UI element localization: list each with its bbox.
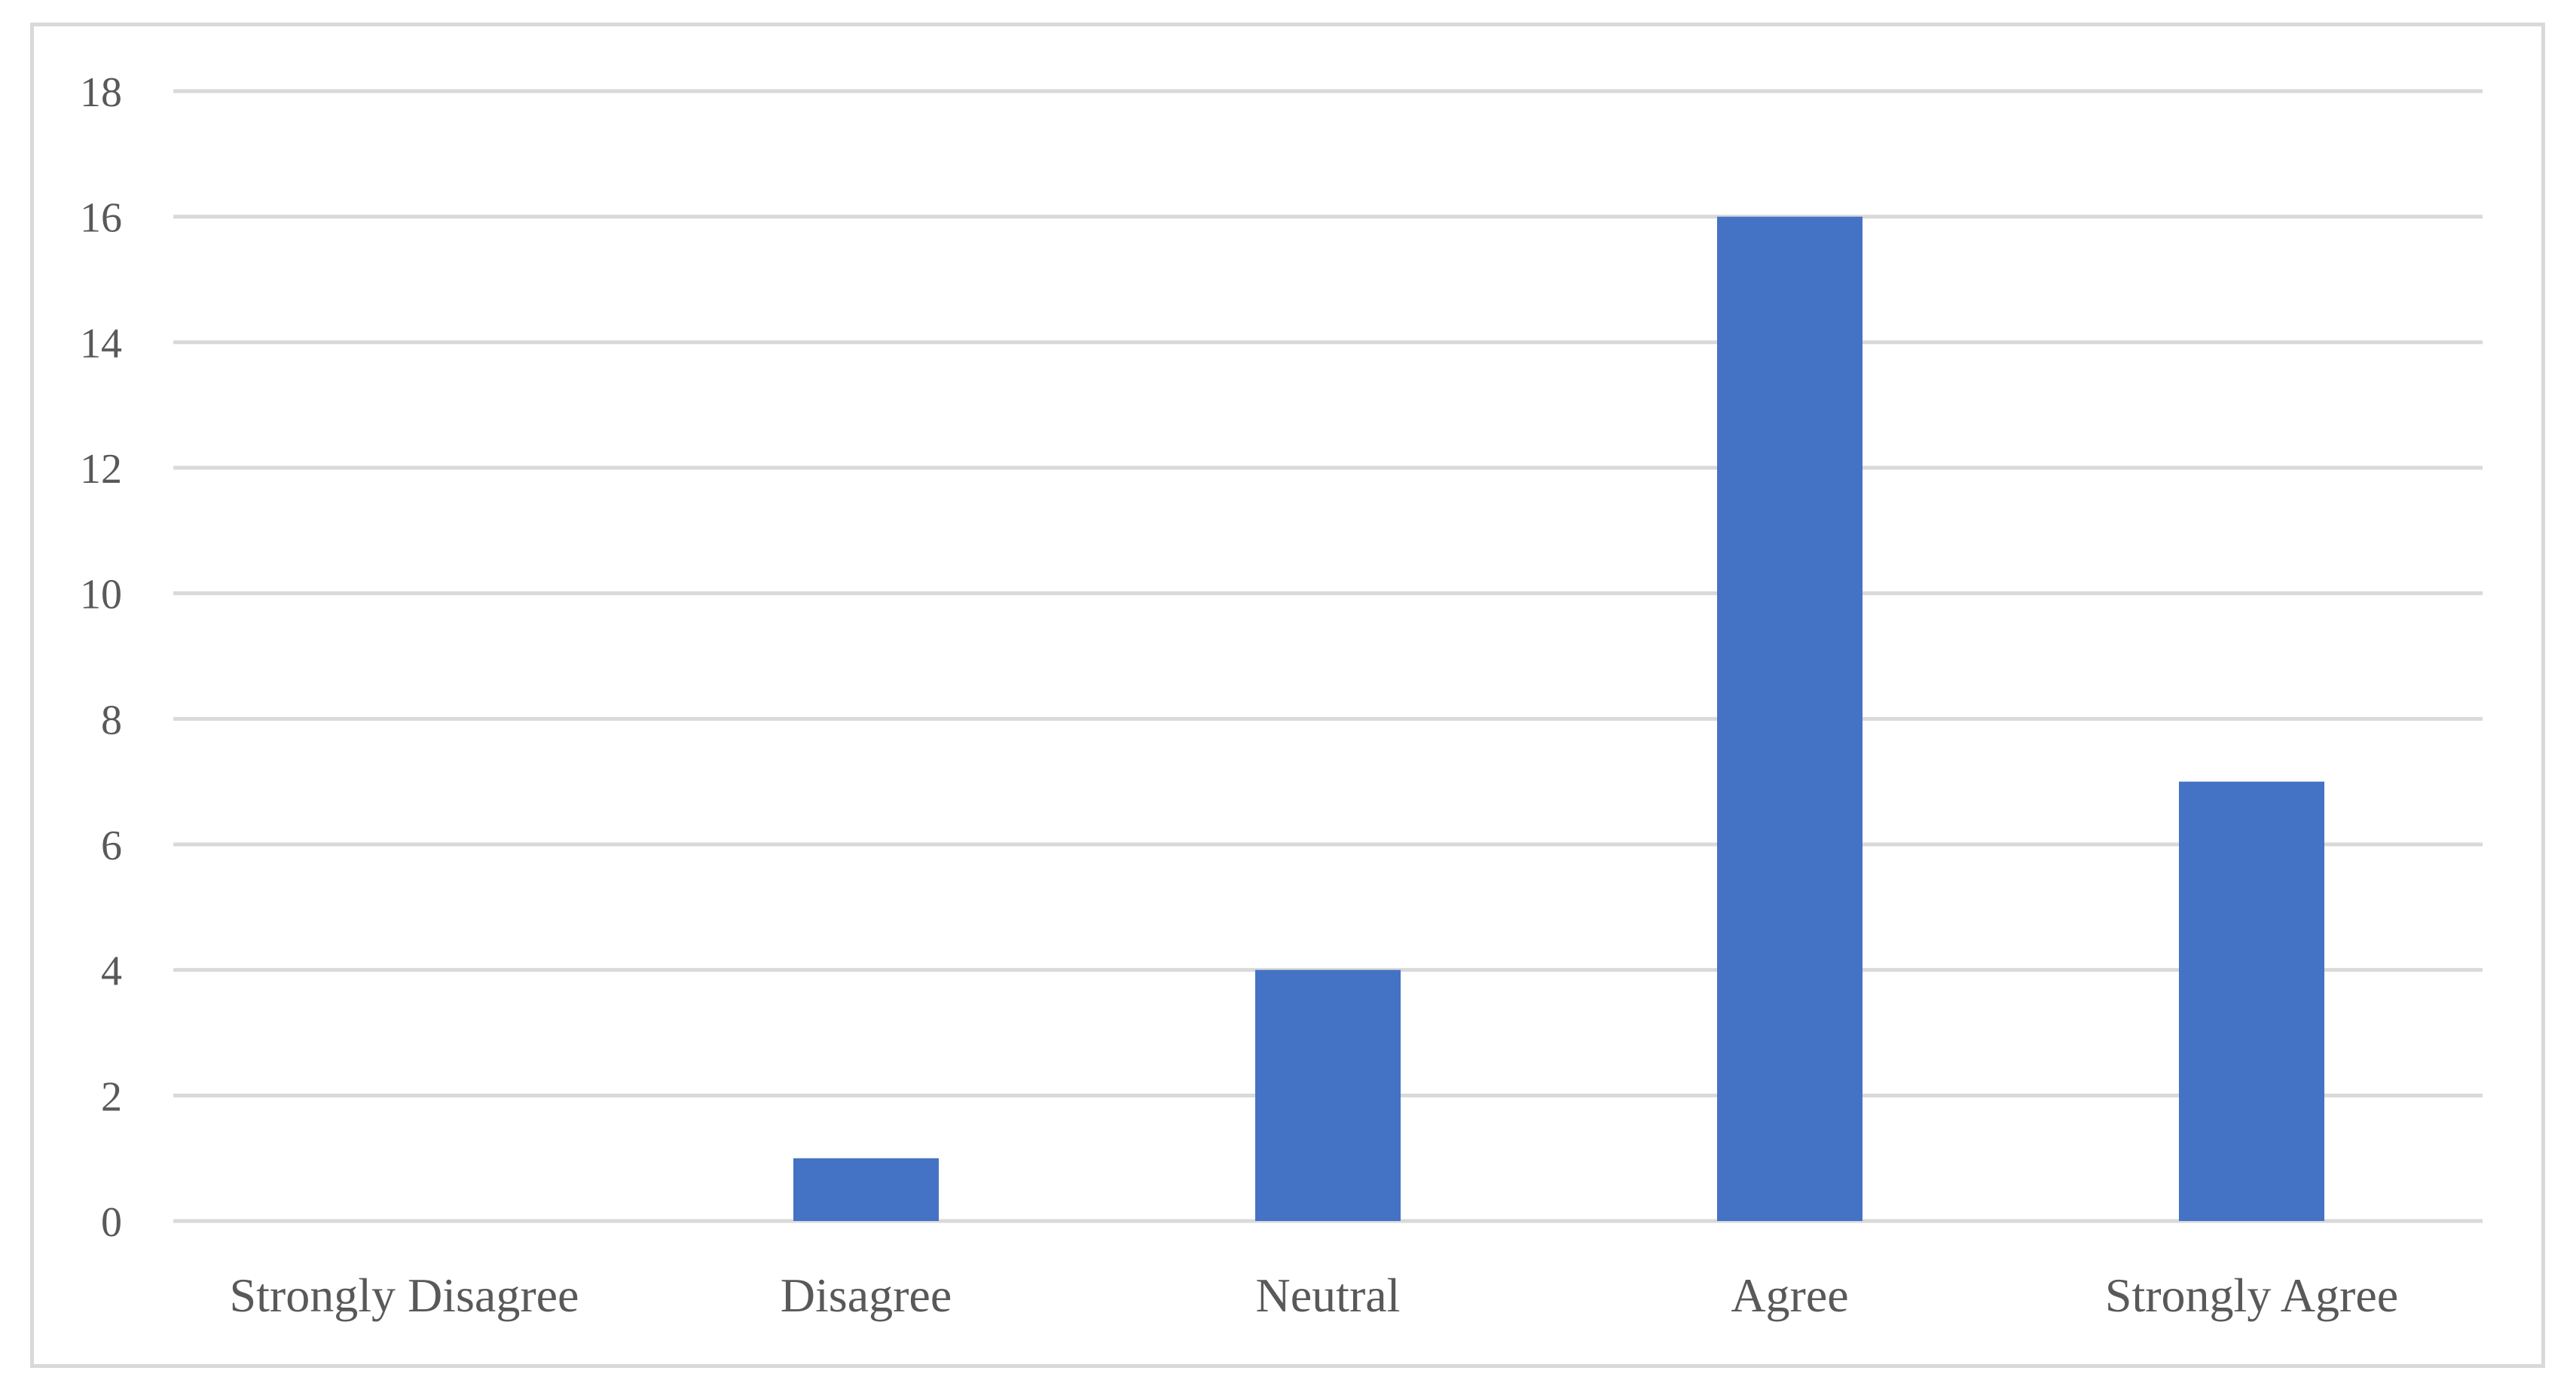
y-tick-label: 0 (101, 1199, 122, 1246)
x-category-label: Strongly Agree (2105, 1268, 2398, 1322)
bars (793, 216, 2324, 1222)
y-tick-label: 2 (101, 1073, 122, 1120)
x-category-label: Neutral (1256, 1268, 1401, 1322)
y-tick-label: 18 (80, 69, 122, 116)
y-tick-label: 10 (80, 572, 122, 618)
y-tick-label: 16 (80, 195, 122, 242)
x-category-label: Agree (1731, 1268, 1848, 1322)
bar-disagree (793, 1158, 939, 1221)
bar-agree (1717, 216, 1862, 1222)
x-category-label: Disagree (781, 1268, 952, 1322)
y-tick-label: 4 (101, 948, 122, 995)
y-tick-label: 8 (101, 697, 122, 743)
gridlines (173, 89, 2483, 1223)
y-axis-tick-labels: 0 2 4 6 8 10 12 14 16 18 (80, 69, 122, 1246)
x-axis-category-labels: Strongly Disagree Disagree Neutral Agree Str… (230, 1268, 2399, 1322)
y-tick-label: 14 (80, 320, 122, 367)
bar-neutral (1255, 969, 1401, 1221)
y-tick-label: 12 (80, 446, 122, 493)
y-tick-label: 6 (101, 823, 122, 869)
x-category-label: Strongly Disagree (230, 1268, 579, 1322)
bar-strongly-agree (2179, 781, 2324, 1221)
